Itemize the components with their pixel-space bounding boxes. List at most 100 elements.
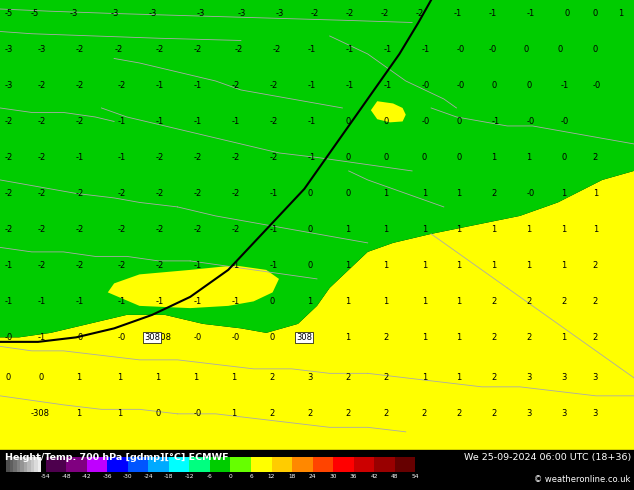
- Text: -5: -5: [30, 9, 39, 18]
- Text: -2: -2: [155, 189, 164, 198]
- Text: 3: 3: [593, 409, 598, 418]
- Text: -2: -2: [269, 153, 278, 162]
- Text: -0: -0: [488, 45, 496, 54]
- Text: 18: 18: [288, 474, 295, 479]
- Text: 2: 2: [491, 333, 496, 342]
- Text: -2: -2: [117, 81, 126, 90]
- Bar: [20, 457, 24, 472]
- Text: 1: 1: [491, 261, 496, 270]
- Text: -1: -1: [38, 333, 46, 342]
- Text: 2: 2: [561, 297, 566, 306]
- Text: -1: -1: [117, 117, 126, 126]
- Text: -54: -54: [41, 474, 51, 479]
- Text: 3: 3: [561, 373, 566, 382]
- Text: 1: 1: [117, 409, 122, 418]
- Text: -0: -0: [561, 117, 569, 126]
- Text: 308: 308: [155, 333, 171, 342]
- Text: 2: 2: [384, 373, 389, 382]
- Bar: [354, 457, 374, 472]
- Text: 2: 2: [269, 409, 275, 418]
- Text: -2: -2: [76, 225, 84, 234]
- Text: 2: 2: [593, 261, 598, 270]
- Text: 2: 2: [456, 409, 462, 418]
- Text: -30: -30: [123, 474, 133, 479]
- Text: -0: -0: [526, 189, 534, 198]
- Text: 1: 1: [155, 373, 160, 382]
- Text: 2: 2: [346, 373, 351, 382]
- Text: 54: 54: [411, 474, 419, 479]
- Bar: [24, 457, 27, 472]
- Text: 1: 1: [422, 297, 427, 306]
- Text: -2: -2: [380, 9, 389, 18]
- Text: -1: -1: [193, 297, 202, 306]
- Text: -1: -1: [117, 153, 126, 162]
- Text: 1: 1: [231, 409, 236, 418]
- Text: -2: -2: [273, 45, 281, 54]
- Text: -0: -0: [526, 117, 534, 126]
- Text: -2: -2: [38, 225, 46, 234]
- Text: 1: 1: [346, 261, 351, 270]
- Text: -0: -0: [422, 81, 430, 90]
- Text: -2: -2: [155, 153, 164, 162]
- Text: -2: -2: [38, 81, 46, 90]
- Text: -0: -0: [593, 81, 601, 90]
- Text: 0: 0: [384, 117, 389, 126]
- Text: 1: 1: [456, 261, 462, 270]
- Text: 2: 2: [384, 333, 389, 342]
- Bar: [128, 457, 148, 472]
- Text: -3: -3: [5, 45, 13, 54]
- Text: 0: 0: [422, 153, 427, 162]
- Text: 0: 0: [384, 153, 389, 162]
- Text: 1: 1: [456, 333, 462, 342]
- Text: -3: -3: [111, 9, 119, 18]
- Text: 0: 0: [346, 117, 351, 126]
- Text: -2: -2: [76, 261, 84, 270]
- Text: 1: 1: [422, 225, 427, 234]
- Text: 0: 0: [307, 189, 313, 198]
- Text: 1: 1: [346, 333, 351, 342]
- Text: -1: -1: [269, 261, 278, 270]
- Text: 2: 2: [526, 333, 531, 342]
- Text: 1: 1: [593, 225, 598, 234]
- Text: -2: -2: [5, 225, 13, 234]
- Text: 1: 1: [561, 261, 566, 270]
- Text: -0: -0: [231, 333, 240, 342]
- Text: 2: 2: [593, 333, 598, 342]
- Text: -2: -2: [235, 45, 243, 54]
- Text: -2: -2: [76, 117, 84, 126]
- Text: -5: -5: [5, 9, 13, 18]
- Text: 6: 6: [249, 474, 253, 479]
- Text: -2: -2: [311, 9, 319, 18]
- Text: -1: -1: [307, 117, 316, 126]
- Text: 0: 0: [526, 81, 531, 90]
- Text: -2: -2: [117, 189, 126, 198]
- Text: -2: -2: [117, 225, 126, 234]
- Text: 2: 2: [269, 373, 275, 382]
- Text: -2: -2: [5, 189, 13, 198]
- Text: 24: 24: [309, 474, 316, 479]
- Text: 308: 308: [144, 333, 160, 342]
- Bar: [333, 457, 354, 472]
- Bar: [190, 457, 210, 472]
- Text: 42: 42: [370, 474, 378, 479]
- Text: -3: -3: [197, 9, 205, 18]
- Text: 3: 3: [307, 373, 313, 382]
- Text: 1: 1: [526, 225, 531, 234]
- Text: 1: 1: [193, 373, 198, 382]
- Bar: [271, 457, 292, 472]
- Text: -1: -1: [231, 297, 240, 306]
- Text: -1: -1: [384, 45, 392, 54]
- Text: -1: -1: [231, 117, 240, 126]
- Text: -2: -2: [76, 81, 84, 90]
- Text: -0: -0: [5, 333, 13, 342]
- Text: 1: 1: [307, 333, 313, 342]
- Text: 0: 0: [38, 373, 43, 382]
- Text: -2: -2: [114, 45, 122, 54]
- Text: 0: 0: [523, 45, 528, 54]
- Text: -2: -2: [346, 9, 354, 18]
- Text: -3: -3: [276, 9, 284, 18]
- Text: -1: -1: [231, 261, 240, 270]
- Polygon shape: [374, 135, 507, 180]
- Text: 1: 1: [76, 409, 81, 418]
- Text: -1: -1: [384, 81, 392, 90]
